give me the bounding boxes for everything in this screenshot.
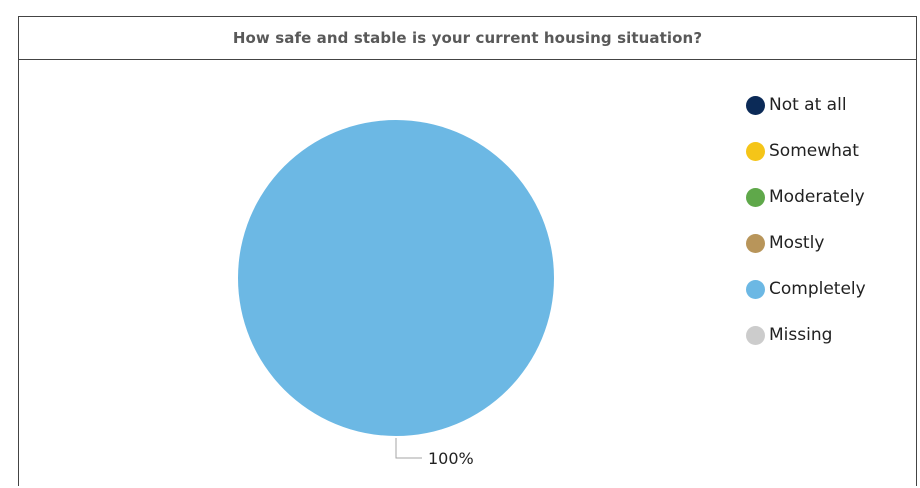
- chart-legend: Not at all Somewhat Moderately Mostly Comple…: [746, 82, 916, 358]
- legend-swatch-not-at-all: [746, 95, 765, 115]
- legend-label-not-at-all: Not at all: [769, 95, 847, 115]
- legend-label-completely: Completely: [769, 279, 866, 299]
- legend-swatch-somewhat: [746, 141, 765, 161]
- data-label-leader-line: [395, 438, 422, 459]
- legend-item-moderately: Moderately: [746, 174, 916, 220]
- pie-slice-completely: [238, 120, 554, 436]
- legend-label-missing: Missing: [769, 325, 833, 345]
- pie-slices: [238, 120, 554, 436]
- data-label-completely: 100%: [428, 449, 474, 468]
- legend-swatch-missing: [746, 325, 765, 345]
- legend-item-missing: Missing: [746, 312, 916, 358]
- legend-swatch-mostly: [746, 233, 765, 253]
- legend-item-not-at-all: Not at all: [746, 82, 916, 128]
- legend-swatch-moderately: [746, 187, 765, 207]
- legend-item-mostly: Mostly: [746, 220, 916, 266]
- legend-label-moderately: Moderately: [769, 187, 865, 207]
- legend-item-completely: Completely: [746, 266, 916, 312]
- legend-item-somewhat: Somewhat: [746, 128, 916, 174]
- chart-title-bar: How safe and stable is your current hous…: [19, 17, 916, 60]
- legend-label-mostly: Mostly: [769, 233, 825, 253]
- pie-data-labels: 100%: [395, 438, 474, 468]
- legend-label-somewhat: Somewhat: [769, 141, 859, 161]
- chart-title: How safe and stable is your current hous…: [232, 29, 703, 47]
- legend-swatch-completely: [746, 279, 765, 299]
